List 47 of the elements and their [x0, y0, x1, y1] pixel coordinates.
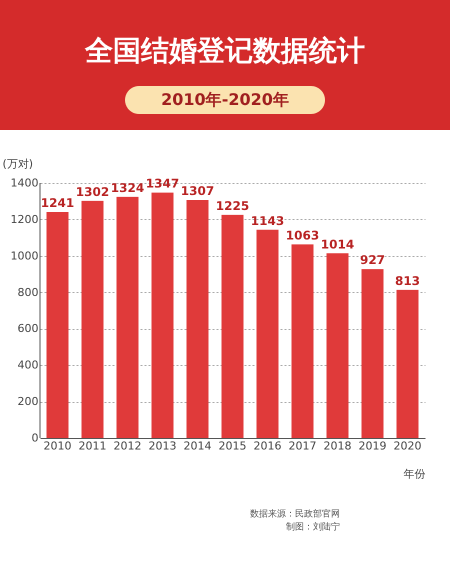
y-tick-label: 800	[18, 286, 38, 299]
y-tick-label: 1000	[10, 249, 38, 262]
x-tick-label: 2013	[148, 440, 176, 452]
x-tick-label: 2014	[184, 440, 212, 452]
data-label: 1307	[180, 184, 214, 198]
data-label: 1063	[286, 228, 320, 242]
data-label: 1014	[320, 237, 354, 252]
bar	[152, 192, 174, 438]
bar	[292, 244, 314, 438]
y-tick-label: 400	[18, 358, 38, 372]
y-axis-title: (万对)	[2, 158, 34, 170]
bar	[116, 196, 138, 438]
bar	[82, 200, 104, 438]
x-tick-label: 2011	[78, 440, 106, 452]
y-tick-label: 0	[32, 432, 38, 444]
x-tick-label: 2019	[358, 440, 386, 452]
x-tick-label: 2015	[218, 440, 246, 452]
y-tick-label: 200	[18, 395, 38, 408]
data-label: 1241	[40, 196, 74, 210]
data-label: 1143	[250, 214, 284, 228]
chart-title: 全国结婚登记数据统计	[84, 34, 365, 67]
x-tick-label: 2020	[394, 440, 422, 452]
data-label: 1347	[146, 176, 180, 191]
x-tick-label: 2017	[288, 440, 316, 452]
y-tick-label: 600	[18, 322, 38, 336]
data-label: 1225	[216, 198, 250, 213]
source-note: 数据来源：民政部官网	[250, 508, 340, 520]
data-label: 1324	[110, 180, 144, 195]
x-tick-label: 2016	[254, 440, 282, 452]
data-label: 1302	[76, 184, 110, 199]
x-tick-label: 2018	[324, 440, 352, 452]
bar	[186, 200, 208, 438]
bar	[256, 230, 278, 438]
bar	[396, 290, 418, 438]
chart-subtitle: 2010年-2020年	[161, 90, 289, 109]
x-axis-title: 年份	[404, 468, 426, 480]
bar	[46, 212, 68, 438]
bar	[326, 253, 348, 438]
text: 制图：刘陆宁	[286, 522, 340, 532]
y-tick-label: 1400	[10, 176, 38, 190]
x-tick-label: 2010	[44, 440, 72, 452]
x-tick-label: 2012	[114, 440, 142, 452]
y-tick-label: 1200	[10, 212, 38, 226]
bar	[362, 269, 384, 438]
bar	[222, 214, 244, 438]
data-label: 927	[360, 253, 386, 268]
data-label: 813	[394, 274, 420, 288]
